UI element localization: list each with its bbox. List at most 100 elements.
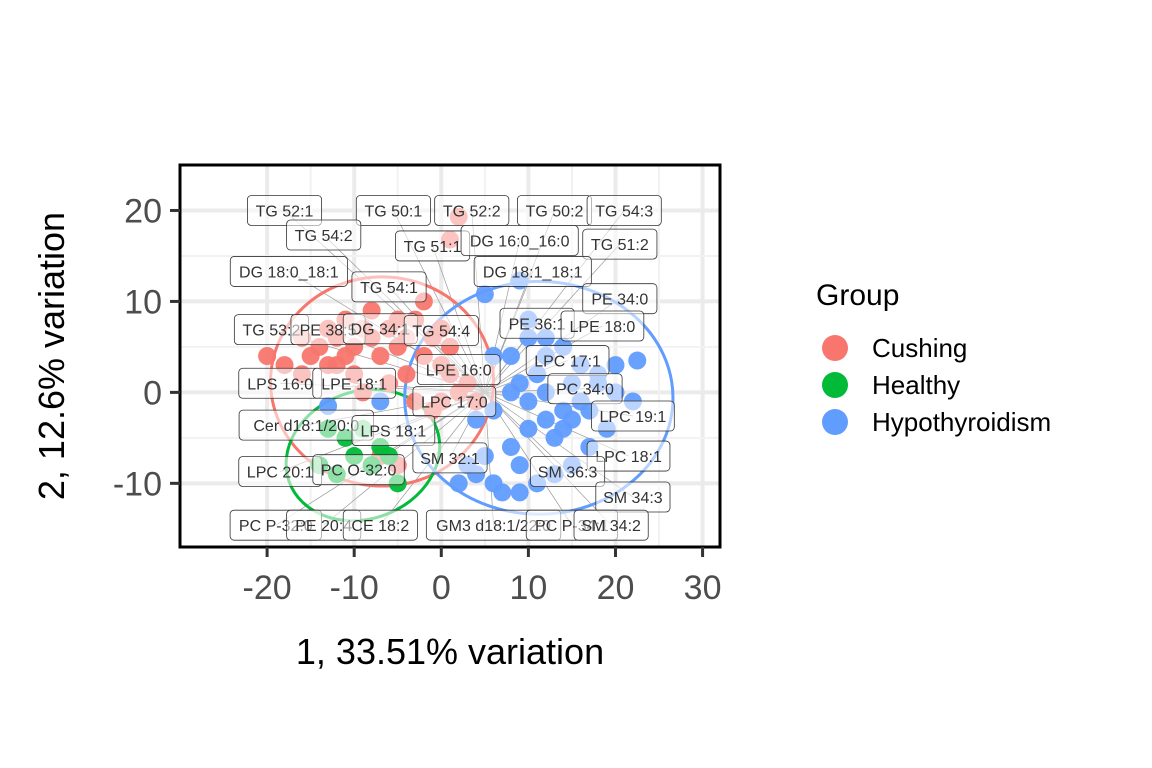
- point-hypothyroidism: [519, 392, 538, 411]
- loading-label-box: [560, 310, 645, 342]
- point-hypothyroidism: [536, 410, 555, 429]
- legend-item-healthy: Healthy: [822, 370, 960, 400]
- loading-label-box: [312, 367, 396, 399]
- x-tick-label: 20: [597, 569, 635, 607]
- point-hypothyroidism: [628, 351, 647, 370]
- loading-label-box: [403, 315, 479, 346]
- loading-label: SM 36:3: [530, 456, 606, 487]
- x-tick-label: -10: [330, 569, 379, 607]
- loading-label: PE 34:0: [582, 283, 658, 315]
- loading-label-text: GM3 d18:1/22:0: [436, 518, 551, 535]
- loading-label-text: DG 34:1: [351, 322, 411, 339]
- legend-label: Cushing: [872, 333, 967, 363]
- loading-label: TG 51:2: [582, 228, 658, 260]
- loading-label: TG 54:3: [586, 195, 662, 226]
- y-tick-label: 0: [143, 374, 162, 412]
- loading-label: TG 54:4: [403, 315, 479, 346]
- point-hypothyroidism: [484, 474, 503, 493]
- loading-label-text: PE 36:1: [509, 316, 566, 333]
- loading-label-text: CE 18:2: [351, 518, 409, 535]
- loading-label-text: TG 53:2: [243, 323, 301, 340]
- loading-label: CE 18:2: [342, 509, 418, 541]
- loading-label: SM 34:2: [573, 509, 649, 541]
- point-cushing: [258, 347, 277, 365]
- loading-label: TG 52:2: [434, 195, 510, 226]
- legend-title: Group: [816, 279, 899, 312]
- loading-label: LPS 18:1: [351, 415, 436, 446]
- loading-label-text: PC O-32:0: [321, 463, 397, 480]
- legend-label: Healthy: [872, 370, 960, 400]
- loading-label-box: [586, 195, 662, 226]
- loading-label: LPC 17:0: [412, 386, 497, 417]
- loading-label-text: LPC 20:1: [247, 465, 314, 482]
- loading-label-text: TG 52:1: [256, 203, 314, 220]
- point-hypothyroidism: [510, 483, 529, 502]
- point-hypothyroidism: [510, 456, 529, 475]
- loading-label-box: [586, 440, 671, 472]
- loading-label-box: [591, 400, 675, 432]
- loading-label: TG 50:1: [355, 195, 431, 226]
- loading-label-box: [473, 256, 592, 287]
- loading-label-box: [547, 373, 623, 405]
- loading-label-text: SM 34:2: [581, 518, 641, 535]
- loading-label: DG 18:1_18:1: [473, 256, 592, 287]
- point-hypothyroidism: [554, 419, 573, 438]
- plot-panel: TG 52:1 TG 50:1 TG 52:2 TG 50:2 TG 54:3 TG 54…: [180, 165, 720, 547]
- loading-label: SM 32:1: [412, 442, 488, 474]
- loading-label-text: PC 34:0: [556, 382, 614, 399]
- loading-label: TG 54:2: [286, 219, 362, 251]
- loading-label-text: SM 32:1: [420, 451, 480, 468]
- loading-label: PC O-32:0: [312, 454, 405, 486]
- loading-label: LPE 18:0: [560, 310, 645, 342]
- legend-key: [822, 335, 848, 361]
- loading-label: TG 50:2: [517, 195, 593, 226]
- loading-label-text: TG 51:1: [404, 239, 462, 256]
- point-hypothyroidism: [501, 437, 520, 456]
- loading-label-box: [412, 442, 488, 474]
- loading-labels: TG 52:1 TG 50:1 TG 52:2 TG 50:2 TG 54:3 TG 54…: [229, 195, 675, 541]
- point-cushing: [301, 347, 320, 365]
- loading-label-box: [416, 354, 501, 386]
- loading-label-text: TG 50:1: [364, 203, 422, 220]
- point-hypothyroidism: [449, 474, 468, 493]
- loading-label-text: DG 18:0_18:1: [239, 264, 339, 281]
- loading-label: TG 52:1: [247, 195, 323, 226]
- loading-label: LPS 16:0: [238, 367, 322, 399]
- legend-label: Hypothyroidism: [872, 407, 1051, 437]
- y-tick-label: 20: [124, 192, 162, 230]
- point-cushing: [336, 347, 355, 365]
- loading-label-box: [582, 228, 658, 260]
- loading-label-text: SM 36:3: [538, 465, 598, 482]
- loading-label-box: [342, 509, 418, 541]
- point-cushing: [371, 347, 390, 365]
- x-axis: -20 -10 0 10 20 30: [243, 547, 722, 607]
- x-tick-label: 10: [509, 569, 547, 607]
- loading-label-box: [573, 509, 649, 541]
- x-tick-label: 30: [684, 569, 722, 607]
- point-hypothyroidism: [606, 356, 625, 375]
- x-axis-title: 1, 33.51% variation: [296, 631, 604, 672]
- loading-label-text: DG 18:1_18:1: [483, 264, 583, 281]
- loading-label: LPC 17:1: [525, 345, 610, 376]
- loading-label: DG 16:0_16:0: [460, 225, 579, 256]
- loading-label: LPC 18:1: [586, 440, 671, 472]
- legend: Group Cushing Healthy Hypothyroidism: [816, 279, 1051, 437]
- loading-label: DG 18:0_18:1: [229, 256, 348, 287]
- loading-label-box: [286, 219, 362, 251]
- y-axis: -10 0 10 20: [113, 192, 180, 503]
- loading-label-text: PE 20:4: [295, 518, 352, 535]
- loading-label-text: TG 51:2: [591, 237, 649, 254]
- point-hypothyroidism: [501, 383, 520, 402]
- loading-label-box: [530, 456, 606, 487]
- loading-label: SM 34:3: [595, 481, 671, 513]
- loading-label-text: LPE 18:1: [321, 376, 387, 393]
- loading-label-box: [412, 386, 497, 417]
- y-axis-title: 2, 12.6% variation: [31, 212, 72, 500]
- x-tick-label: 0: [432, 569, 451, 607]
- loading-label-text: LPC 17:1: [534, 354, 601, 371]
- loading-label: PE 36:1: [499, 307, 575, 339]
- loading-label-box: [229, 256, 348, 287]
- legend-key: [822, 372, 848, 398]
- loading-label-box: [351, 415, 436, 446]
